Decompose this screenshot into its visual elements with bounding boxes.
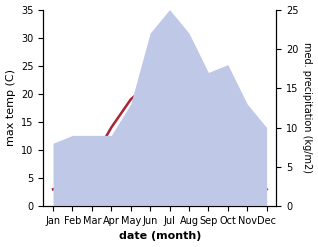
Y-axis label: med. precipitation (kg/m2): med. precipitation (kg/m2) xyxy=(302,42,313,173)
X-axis label: date (month): date (month) xyxy=(119,231,201,242)
Y-axis label: max temp (C): max temp (C) xyxy=(5,69,16,146)
